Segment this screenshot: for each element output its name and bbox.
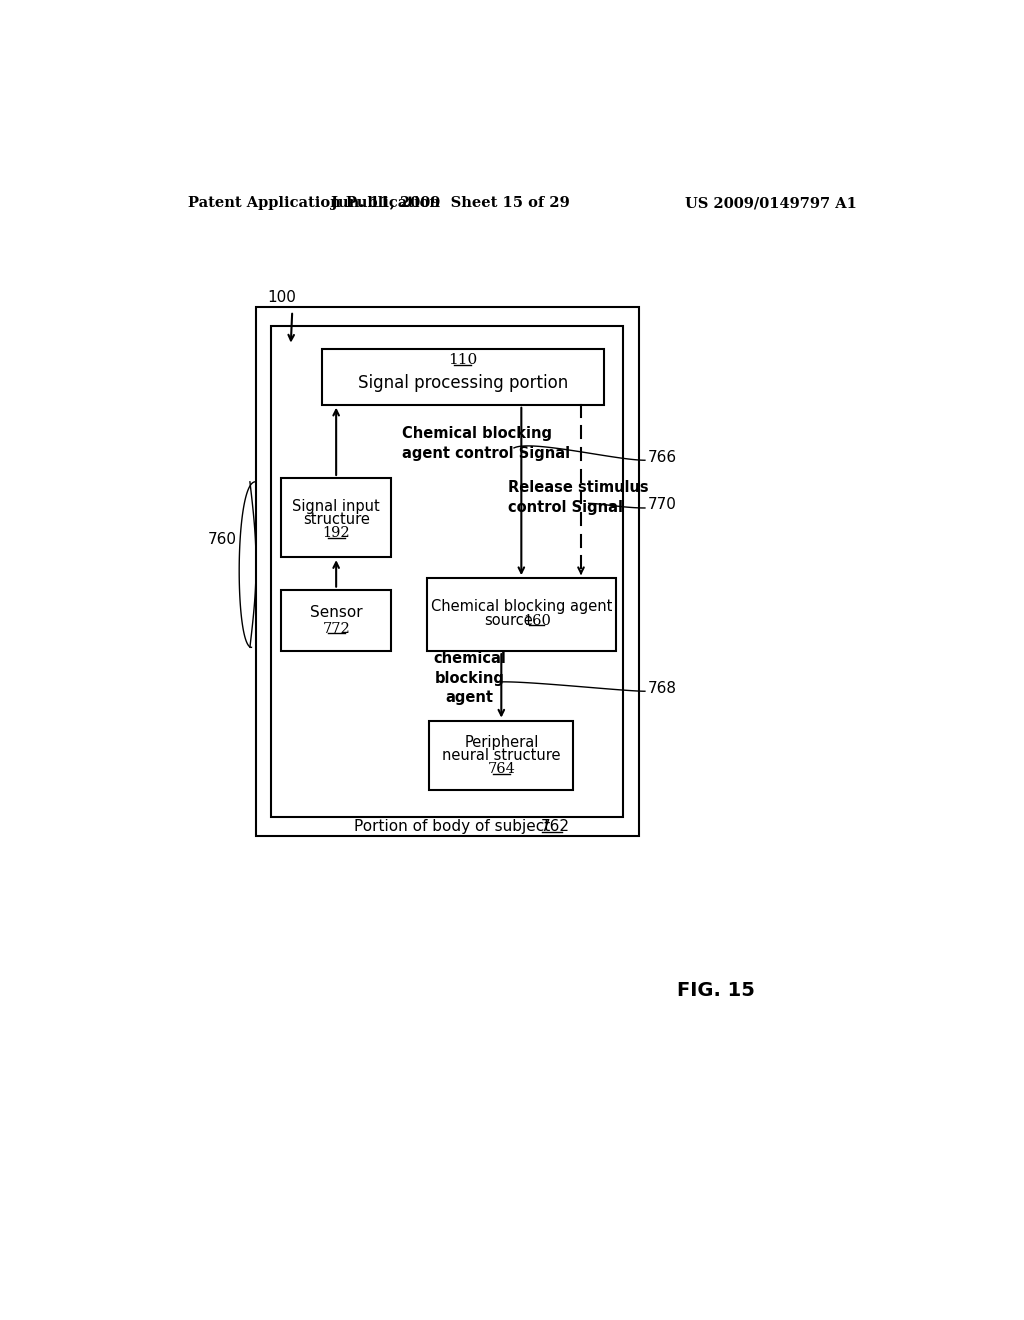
Text: 772: 772 [323,622,350,636]
Text: Jun. 11, 2009  Sheet 15 of 29: Jun. 11, 2009 Sheet 15 of 29 [331,197,569,210]
Text: 110: 110 [449,354,477,367]
Text: 160: 160 [523,614,551,628]
Text: neural structure: neural structure [442,747,560,763]
Text: 768: 768 [648,681,677,696]
Text: chemical
blocking
agent: chemical blocking agent [433,651,506,705]
Bar [427,578,615,651]
Text: US 2009/0149797 A1: US 2009/0149797 A1 [685,197,857,210]
Text: Signal processing portion: Signal processing portion [357,375,568,392]
Text: Sensor: Sensor [310,605,362,620]
Text: Chemical blocking
agent control Signal: Chemical blocking agent control Signal [402,426,570,461]
Bar [256,308,639,836]
Text: 770: 770 [648,498,677,512]
Text: Patent Application Publication: Patent Application Publication [188,197,440,210]
Text: 762: 762 [541,820,570,834]
Text: structure: structure [303,512,370,527]
Bar [282,478,391,557]
Text: FIG. 15: FIG. 15 [677,981,755,999]
Bar [282,590,391,651]
Text: Chemical blocking agent: Chemical blocking agent [431,599,612,614]
Text: 764: 764 [487,762,515,776]
Text: Peripheral: Peripheral [464,735,539,750]
Text: 766: 766 [648,450,677,465]
Bar [271,326,624,817]
Text: Release stimulus
control Signal: Release stimulus control Signal [508,479,648,515]
Text: Signal input: Signal input [292,499,380,515]
Text: Portion of body of subject: Portion of body of subject [354,820,560,834]
Text: source: source [484,614,534,628]
Bar [322,350,604,405]
Bar [429,721,573,789]
Text: 760: 760 [208,532,237,546]
Text: 192: 192 [323,525,350,540]
Text: 100: 100 [267,289,297,305]
